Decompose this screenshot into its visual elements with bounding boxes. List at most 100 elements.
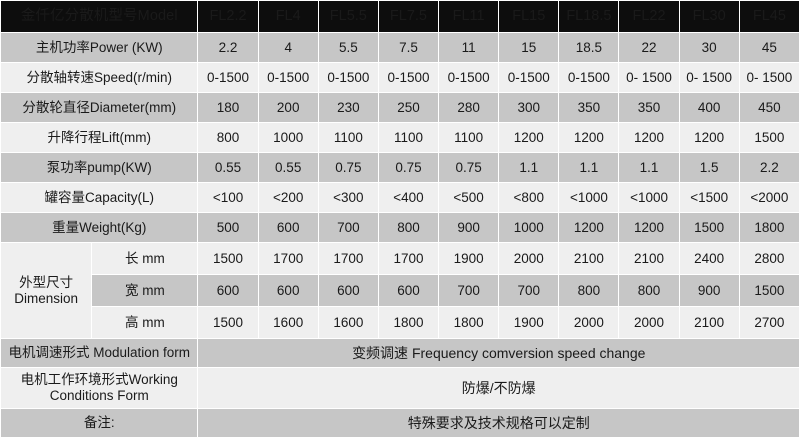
table-row: 电机工作环境形式Working Conditions Form 防爆/不防爆 (1, 368, 799, 408)
cell-diameter-9: 450 (739, 93, 799, 122)
cell-diameter-8: 400 (679, 93, 739, 122)
row-label-dimension: 外型尺寸 Dimension (1, 243, 92, 338)
cell-length-9: 2800 (739, 243, 799, 274)
row-label-diameter: 分散轮直径Diameter(mm) (1, 93, 198, 122)
cell-weight-2: 700 (318, 213, 378, 242)
cell-pump-0: 0.55 (198, 153, 258, 182)
cell-capacity-4: <500 (439, 183, 499, 212)
header-model-fl45: FL45 (739, 1, 799, 32)
cell-weight-6: 1200 (559, 213, 619, 242)
header-model-fl30: FL30 (679, 1, 739, 32)
cell-capacity-0: <100 (198, 183, 258, 212)
cell-weight-8: 1500 (679, 213, 739, 242)
cell-speed-4: 0-1500 (439, 63, 499, 92)
cell-width-3: 600 (378, 275, 439, 306)
cell-lift-1: 1000 (258, 123, 318, 152)
cell-diameter-7: 350 (619, 93, 679, 122)
cell-width-8: 900 (679, 275, 739, 306)
cell-pump-4: 0.75 (439, 153, 499, 182)
cell-height-0: 1500 (198, 307, 258, 338)
cell-speed-3: 0-1500 (378, 63, 439, 92)
cell-length-3: 1700 (378, 243, 439, 274)
header-model-fl11: FL11 (439, 1, 499, 32)
table-row: 泵功率pump(KW) 0.55 0.55 0.75 0.75 0.75 1.1… (1, 153, 799, 182)
cell-pump-5: 1.1 (499, 153, 559, 182)
header-model-fl18-5: FL18.5 (559, 1, 619, 32)
cell-power-0: 2.2 (198, 33, 258, 62)
cell-speed-5: 0-1500 (499, 63, 559, 92)
cell-diameter-4: 280 (439, 93, 499, 122)
cell-length-6: 2100 (559, 243, 619, 274)
cell-height-1: 1600 (258, 307, 318, 338)
cell-diameter-6: 350 (559, 93, 619, 122)
cell-capacity-1: <200 (258, 183, 318, 212)
table-row: 外型尺寸 Dimension 长 mm 1500 1700 1700 1700 … (1, 243, 799, 338)
cell-power-6: 18.5 (559, 33, 619, 62)
table-row: 电机调速形式 Modulation form 变频调速 Frequency co… (1, 339, 799, 367)
cell-height-5: 1900 (499, 307, 559, 338)
cell-working-conditions-value: 防爆/不防爆 (198, 368, 799, 408)
cell-length-5: 2000 (499, 243, 559, 274)
cell-height-2: 1600 (318, 307, 378, 338)
cell-lift-7: 1200 (619, 123, 679, 152)
row-label-power: 主机功率Power (KW) (1, 33, 198, 62)
cell-power-3: 7.5 (378, 33, 439, 62)
cell-lift-0: 800 (198, 123, 258, 152)
cell-weight-9: 1800 (739, 213, 799, 242)
cell-height-4: 1800 (439, 307, 499, 338)
header-model-fl5-5: FL5.5 (318, 1, 378, 32)
cell-lift-2: 1100 (318, 123, 378, 152)
cell-pump-3: 0.75 (378, 153, 439, 182)
cell-width-5: 700 (499, 275, 559, 306)
cell-height-3: 1800 (378, 307, 439, 338)
row-label-working-conditions: 电机工作环境形式Working Conditions Form (1, 368, 198, 408)
row-label-modulation-form: 电机调速形式 Modulation form (1, 339, 198, 367)
row-label-remarks: 备注: (1, 409, 198, 437)
header-model-fl4: FL4 (258, 1, 318, 32)
dimension-sub-width: 宽 mm (92, 275, 198, 306)
dimension-sub-length: 长 mm (92, 243, 198, 274)
cell-weight-3: 800 (378, 213, 439, 242)
cell-speed-9: 0- 1500 (739, 63, 799, 92)
cell-pump-8: 1.5 (679, 153, 739, 182)
cell-power-8: 30 (679, 33, 739, 62)
cell-length-7: 2100 (619, 243, 679, 274)
header-row: 金仟亿分散机型号Model FL2.2 FL4 FL5.5 FL7.5 FL11… (1, 1, 799, 32)
cell-pump-2: 0.75 (318, 153, 378, 182)
table-row: 罐容量Capacity(L) <100 <200 <300 <400 <500 … (1, 183, 799, 212)
cell-weight-1: 600 (258, 213, 318, 242)
cell-lift-4: 1100 (439, 123, 499, 152)
cell-diameter-0: 180 (198, 93, 258, 122)
table-row: 升降行程Lift(mm) 800 1000 1100 1100 1100 120… (1, 123, 799, 152)
cell-remarks-value: 特殊要求及技术规格可以定制 (198, 409, 799, 437)
cell-capacity-9: <2000 (739, 183, 799, 212)
cell-power-1: 4 (258, 33, 318, 62)
cell-width-9: 1500 (739, 275, 799, 306)
cell-length-2: 1700 (318, 243, 378, 274)
cell-capacity-6: <1000 (559, 183, 619, 212)
cell-weight-5: 1000 (499, 213, 559, 242)
cell-height-8: 2100 (679, 307, 739, 338)
cell-speed-7: 0- 1500 (619, 63, 679, 92)
header-model-fl7-5: FL7.5 (378, 1, 439, 32)
cell-lift-9: 1500 (739, 123, 799, 152)
row-label-lift: 升降行程Lift(mm) (1, 123, 198, 152)
cell-width-2: 600 (318, 275, 378, 306)
cell-diameter-3: 250 (378, 93, 439, 122)
cell-width-7: 800 (619, 275, 679, 306)
cell-weight-0: 500 (198, 213, 258, 242)
dimension-sub-height: 高 mm (92, 307, 198, 338)
table-header: 金仟亿分散机型号Model FL2.2 FL4 FL5.5 FL7.5 FL11… (1, 1, 799, 32)
cell-length-1: 1700 (258, 243, 318, 274)
table-row: 分散轴转速Speed(r/min) 0-1500 0-1500 0-1500 0… (1, 63, 799, 92)
cell-capacity-3: <400 (378, 183, 439, 212)
table-row: 备注: 特殊要求及技术规格可以定制 (1, 409, 799, 437)
table-body: 主机功率Power (KW) 2.2 4 5.5 7.5 11 15 18.5 … (1, 33, 799, 437)
cell-speed-1: 0-1500 (258, 63, 318, 92)
cell-capacity-5: <800 (499, 183, 559, 212)
cell-lift-6: 1200 (559, 123, 619, 152)
cell-diameter-2: 230 (318, 93, 378, 122)
cell-speed-6: 0-1500 (559, 63, 619, 92)
cell-speed-2: 0-1500 (318, 63, 378, 92)
